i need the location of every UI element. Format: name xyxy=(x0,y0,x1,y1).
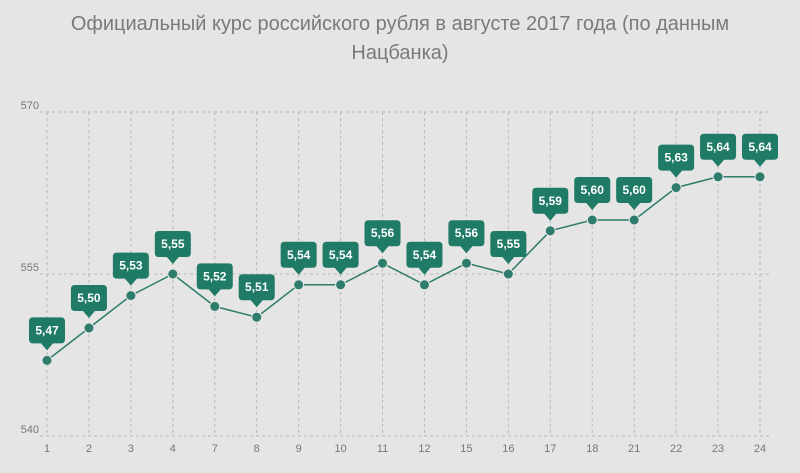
chart-title: Официальный курс российского рубля в авг… xyxy=(70,13,730,64)
data-label-bubble xyxy=(364,220,401,254)
x-axis-ticks: 1 2 3 4 7 8 9 10 11 12 15 16 17 18 21 22 23 24 xyxy=(44,443,766,455)
data-point xyxy=(293,279,305,291)
x-tick-label: 21 xyxy=(628,443,640,455)
data-label: 5,50 xyxy=(77,291,101,305)
x-tick-label: 10 xyxy=(334,443,346,455)
data-label: 5,56 xyxy=(455,226,479,240)
data-label-bubble xyxy=(238,274,275,308)
data-point xyxy=(83,322,95,334)
data-label-bubble xyxy=(616,177,653,210)
data-label-bubble xyxy=(742,133,778,167)
data-point xyxy=(335,279,347,291)
data-label: 5,54 xyxy=(287,248,311,262)
x-tick-label: 7 xyxy=(212,443,218,455)
data-label: 5,64 xyxy=(748,140,772,154)
data-label: 5,64 xyxy=(706,140,730,154)
y-tick-label: 570 xyxy=(21,100,39,112)
data-label: 5,60 xyxy=(622,183,646,197)
data-label-bubble xyxy=(154,231,191,264)
data-label-bubble xyxy=(70,285,107,318)
grid xyxy=(40,111,770,437)
data-point xyxy=(41,354,53,366)
data-label-bubble xyxy=(406,241,443,275)
x-tick-label: 24 xyxy=(754,443,766,455)
x-tick-label: 18 xyxy=(586,443,598,455)
x-tick-label: 4 xyxy=(170,443,176,455)
data-label-bubble xyxy=(112,252,149,286)
data-point xyxy=(377,257,389,269)
x-tick-label: 16 xyxy=(502,443,514,455)
data-point xyxy=(628,214,640,226)
y-axis-ticks: 540 555 570 xyxy=(21,100,39,436)
data-label-bubble xyxy=(196,263,233,297)
x-tick-label: 22 xyxy=(670,443,682,455)
data-points xyxy=(41,171,766,366)
data-label: 5,55 xyxy=(161,237,185,251)
data-point xyxy=(586,214,598,226)
data-label-bubble xyxy=(490,231,527,264)
x-tick-label: 1 xyxy=(44,443,50,455)
data-point xyxy=(460,257,472,269)
data-label-bubble xyxy=(532,187,569,221)
data-point xyxy=(418,279,430,291)
x-tick-label: 12 xyxy=(418,443,430,455)
data-label: 5,47 xyxy=(35,323,59,337)
data-label-bubble xyxy=(322,241,359,275)
data-label: 5,54 xyxy=(413,248,437,262)
data-label: 5,55 xyxy=(497,237,521,251)
data-labels: 5,47 5,50 5,53 5,55 5,52 5,51 5,54 5,54 5,56 5,54… xyxy=(29,133,778,351)
data-label-bubble xyxy=(448,220,485,254)
data-label-bubble xyxy=(658,144,695,178)
x-tick-label: 3 xyxy=(128,443,134,455)
x-tick-label: 2 xyxy=(86,443,92,455)
y-tick-label: 540 xyxy=(21,424,39,436)
series-line-group xyxy=(46,176,760,361)
y-tick-label: 555 xyxy=(21,262,39,274)
x-tick-label: 23 xyxy=(712,443,724,455)
data-point xyxy=(125,290,137,302)
series-line xyxy=(46,176,760,361)
x-tick-label: 11 xyxy=(377,443,388,455)
data-point xyxy=(167,268,179,280)
data-point xyxy=(209,300,221,312)
data-point xyxy=(502,268,514,280)
data-label: 5,59 xyxy=(539,194,563,208)
data-point xyxy=(712,171,724,183)
data-point xyxy=(544,225,556,237)
data-label-bubble xyxy=(574,177,611,210)
data-label: 5,52 xyxy=(203,269,227,283)
data-label: 5,54 xyxy=(329,248,353,262)
data-point xyxy=(670,182,682,194)
data-label: 5,53 xyxy=(119,259,143,273)
x-tick-label: 15 xyxy=(460,443,472,455)
data-label: 5,56 xyxy=(371,226,395,240)
x-tick-label: 17 xyxy=(544,443,556,455)
data-label: 5,60 xyxy=(581,183,605,197)
data-label-bubble xyxy=(700,133,737,167)
data-label: 5,51 xyxy=(245,280,269,294)
data-label-bubble xyxy=(29,317,65,351)
x-tick-label: 8 xyxy=(254,443,260,455)
data-label-bubble xyxy=(280,241,317,275)
data-point xyxy=(754,171,766,183)
data-label: 5,63 xyxy=(664,151,688,165)
data-point xyxy=(251,311,263,323)
x-tick-label: 9 xyxy=(296,443,302,455)
